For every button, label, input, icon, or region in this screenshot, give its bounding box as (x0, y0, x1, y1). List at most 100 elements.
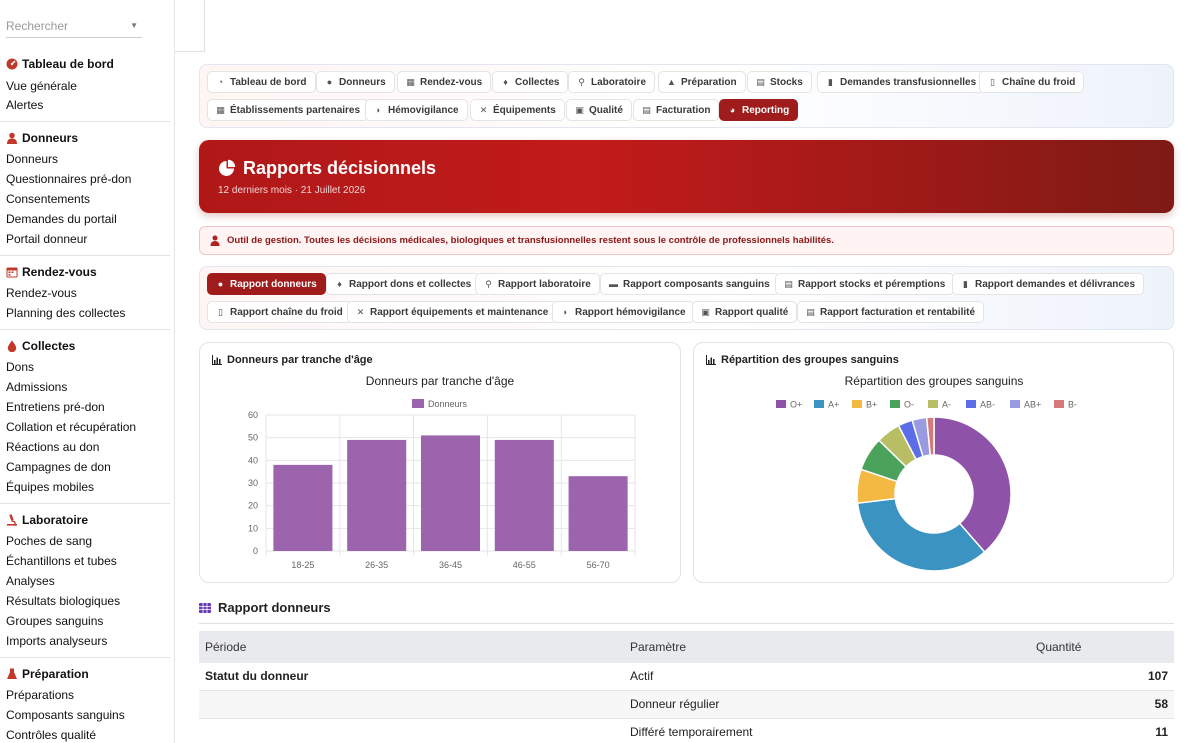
module-tab-facturation[interactable]: ▤ Facturation (633, 99, 720, 121)
sidebar-section-tableau-de-bord[interactable]: Tableau de bord (6, 57, 114, 71)
module-tab-label: Demandes transfusionnelles (840, 76, 977, 88)
page-header-banner: Rapports décisionnels 12 derniers mois ·… (199, 140, 1174, 213)
sidebar-item-dons[interactable]: Dons (6, 360, 35, 374)
report-tabs: ● Rapport donneurs ♦ Rapport dons et colle… (199, 266, 1174, 330)
droplet-icon: ♦ (337, 279, 342, 289)
sidebar-item-imports[interactable]: Imports analyseurs (6, 634, 108, 648)
sidebar-section-laboratoire[interactable]: Laboratoire (6, 513, 88, 527)
sidebar-item-controles[interactable]: Contrôles qualité (6, 728, 97, 742)
module-tab-tableau-de-bord[interactable]: ◔ Tableau de bord (207, 71, 316, 93)
sidebar-item-questionnaires[interactable]: Questionnaires pré-don (6, 172, 132, 186)
sidebar-item-composants[interactable]: Composants sanguins (6, 708, 125, 722)
module-tab-qualite[interactable]: ▣ Qualité (566, 99, 632, 121)
module-tab-laboratoire[interactable]: ⚲ Laboratoire (568, 71, 656, 93)
sidebar-item-analyses[interactable]: Analyses (6, 574, 55, 588)
sidebar-item-donneurs[interactable]: Donneurs (6, 152, 59, 166)
module-tab-donneurs[interactable]: ● Donneurs (316, 71, 395, 93)
sidebar-section-rendez-vous[interactable]: Rendez-vous (6, 265, 97, 279)
calendar-icon (6, 267, 18, 278)
module-tab-label: Hémovigilance (388, 104, 459, 116)
report-tab-composants[interactable]: ▬ Rapport composants sanguins (600, 273, 779, 295)
sidebar-item-portail-donneur[interactable]: Portail donneur (6, 232, 88, 246)
sidebar-item-admissions[interactable]: Admissions (6, 380, 68, 394)
sidebar-item-consentements[interactable]: Consentements (6, 192, 91, 206)
sidebar-item-groupes[interactable]: Groupes sanguins (6, 614, 104, 628)
y-tick-label: 40 (248, 455, 258, 465)
bar (347, 439, 407, 551)
module-nav: ◔ Tableau de bord ● Donneurs ▦ Rendez-vous … (199, 64, 1174, 128)
legend-swatch (1054, 400, 1064, 408)
module-tab-stocks[interactable]: ▤ Stocks (747, 71, 812, 93)
sidebar-item-campagnes[interactable]: Campagnes de don (6, 460, 111, 474)
sidebar-item-planning[interactable]: Planning des collectes (6, 306, 126, 320)
sidebar-item-entretiens[interactable]: Entretiens pré-don (6, 400, 105, 414)
card-title-text: Donneurs par tranche d'âge (227, 354, 373, 366)
report-tab-label: Rapport stocks et péremptions (798, 278, 946, 290)
sidebar-item-vue-generale[interactable]: Vue générale (6, 79, 77, 93)
invoice-icon: ▤ (642, 104, 651, 115)
sidebar-item-rendez-vous[interactable]: Rendez-vous (6, 286, 77, 300)
sidebar-item-demandes-portail[interactable]: Demandes du portail (6, 212, 117, 226)
y-tick-label: 0 (253, 546, 258, 556)
report-section-title: Rapport donneurs (199, 600, 331, 615)
y-tick-label: 50 (248, 433, 258, 443)
report-tab-dons[interactable]: ♦ Rapport dons et collectes (326, 273, 481, 295)
report-tab-stocks[interactable]: ▤ Rapport stocks et péremptions (775, 273, 955, 295)
sidebar: Rechercher ▼ Tableau de bord Vue général… (0, 0, 175, 743)
sidebar-section-collectes[interactable]: Collectes (6, 339, 75, 353)
report-tab-chaine-froid[interactable]: ▯ Rapport chaîne du froid (207, 301, 352, 323)
report-tab-label: Rapport donneurs (230, 278, 317, 290)
calendar-icon: ▦ (406, 76, 415, 87)
search-input[interactable]: Rechercher ▼ (6, 14, 142, 38)
bar (494, 439, 554, 551)
bar (273, 464, 333, 551)
thermometer-icon: ▯ (990, 76, 995, 87)
pie-chart-icon (219, 159, 236, 176)
module-tab-hemovigilance[interactable]: ◗ Hémovigilance (365, 99, 468, 121)
legend-swatch (776, 400, 786, 408)
table-row: Statut du donneur Actif 107 (199, 663, 1174, 691)
column-header-quantite[interactable]: Quantité (1036, 640, 1082, 654)
legend-swatch (814, 400, 824, 408)
sidebar-item-collation[interactable]: Collation et récupération (6, 420, 137, 434)
sidebar-section-preparation[interactable]: Préparation (6, 667, 89, 681)
legend-label: A- (942, 400, 951, 410)
report-tab-hemovigilance[interactable]: ◗ Rapport hémovigilance (552, 301, 695, 323)
column-header-periode[interactable]: Période (205, 640, 247, 654)
report-tab-laboratoire[interactable]: ⚲ Rapport laboratoire (475, 273, 600, 295)
report-tab-facturation[interactable]: ▤ Rapport facturation et rentabilité (797, 301, 985, 323)
chevron-down-icon[interactable]: ▼ (130, 21, 138, 30)
bar-chart-icon (706, 355, 716, 365)
sidebar-item-echantillons[interactable]: Échantillons et tubes (6, 554, 117, 568)
sidebar-item-resultats[interactable]: Résultats biologiques (6, 594, 121, 608)
module-tab-reporting[interactable]: ◕ Reporting (719, 99, 799, 121)
module-tab-etablissements[interactable]: ▦ Établissements partenaires (207, 99, 370, 121)
report-tab-label: Rapport demandes et délivrances (975, 278, 1136, 290)
module-tab-label: Rendez-vous (420, 76, 483, 88)
sidebar-item-equipes-mobiles[interactable]: Équipes mobiles (6, 480, 95, 494)
module-tab-equipements[interactable]: ✕ Équipements (470, 99, 565, 121)
report-tab-demandes[interactable]: ▮ Rapport demandes et délivrances (952, 273, 1145, 295)
blood-group-donut-chart: Répartition des groupes sanguins O+ A+ B+ O-… (776, 374, 1077, 572)
module-tab-demandes[interactable]: ▮ Demandes transfusionnelles (817, 71, 986, 93)
sidebar-item-reactions[interactable]: Réactions au don (6, 440, 100, 454)
module-tab-chaine-froid[interactable]: ▯ Chaîne du froid (979, 71, 1085, 93)
report-tab-equipements[interactable]: ✕ Rapport équipements et maintenance (347, 301, 558, 323)
report-tab-donneurs[interactable]: ● Rapport donneurs (207, 273, 326, 295)
disclaimer-text: Outil de gestion. Toutes les décisions m… (227, 235, 834, 246)
module-tab-rendez-vous[interactable]: ▦ Rendez-vous (397, 71, 492, 93)
divider (0, 503, 170, 504)
sidebar-item-poches[interactable]: Poches de sang (6, 534, 93, 548)
report-tab-qualite[interactable]: ▣ Rapport qualité (692, 301, 798, 323)
module-tab-label: Préparation (681, 76, 737, 88)
building-icon: ▦ (216, 104, 225, 115)
legend-swatch (966, 400, 976, 408)
module-tab-collectes[interactable]: ♦ Collectes (492, 71, 569, 93)
legend-label: Donneurs (428, 399, 468, 409)
blood-group-chart-card: Répartition des groupes sanguins Réparti… (693, 342, 1174, 583)
sidebar-section-donneurs[interactable]: Donneurs (6, 131, 78, 145)
sidebar-item-preparations[interactable]: Préparations (6, 688, 75, 702)
sidebar-item-alertes[interactable]: Alertes (6, 98, 44, 112)
module-tab-preparation[interactable]: ▲ Préparation (658, 71, 746, 93)
column-header-parametre[interactable]: Paramètre (630, 640, 687, 654)
